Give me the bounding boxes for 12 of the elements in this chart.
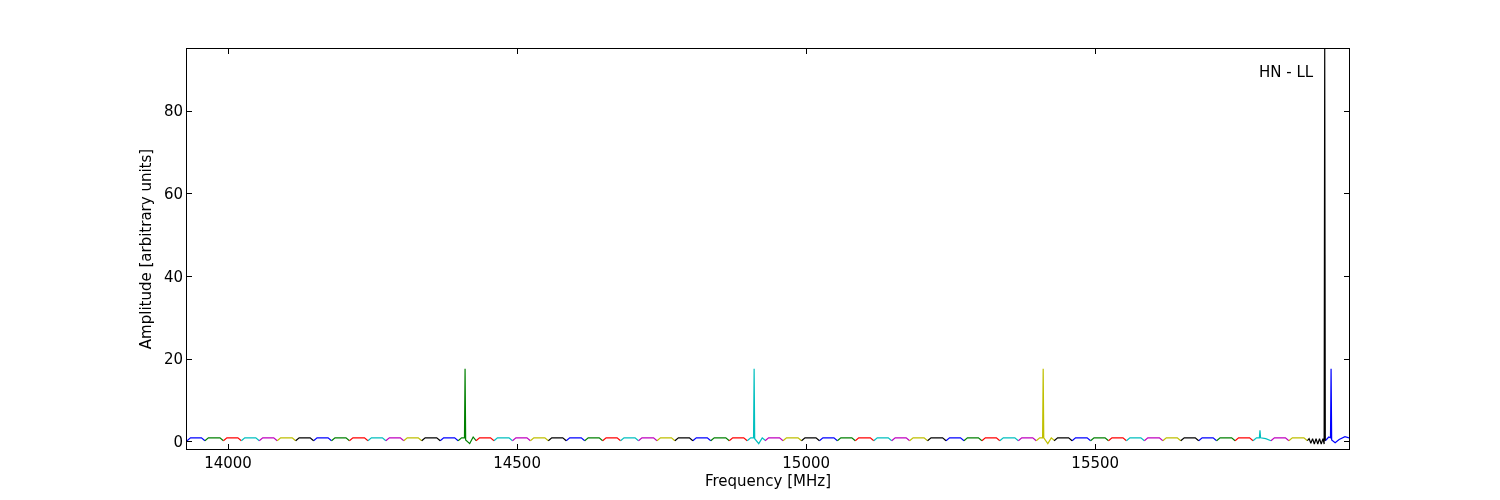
y-tick-label: 20 xyxy=(163,350,183,369)
y-tick-label: 40 xyxy=(163,267,183,286)
x-tick-label: 15000 xyxy=(782,454,831,472)
y-tick-label: 80 xyxy=(163,102,183,121)
y-tick-label: 0 xyxy=(173,433,183,452)
y-axis-title: Amplitude [arbitrary units] xyxy=(137,148,156,350)
x-tick-label: 15500 xyxy=(1071,454,1120,472)
annotation: HN - LL xyxy=(1259,63,1314,81)
y-tick-label: 60 xyxy=(163,185,183,204)
x-tick-label: 14000 xyxy=(204,454,252,472)
x-axis-title: Frequency [MHz] xyxy=(704,472,832,490)
x-tick-label: 14500 xyxy=(493,454,541,472)
